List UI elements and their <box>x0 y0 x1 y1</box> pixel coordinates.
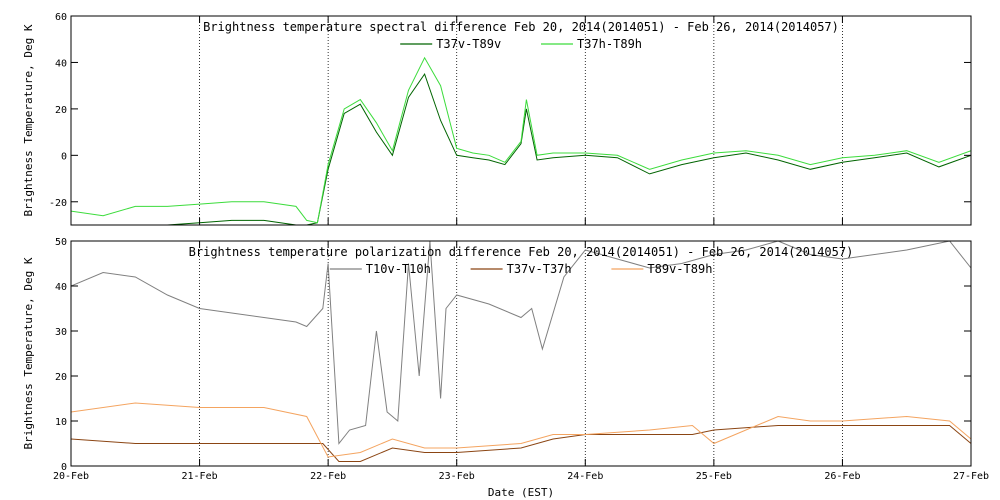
spectral-difference-panel: -20 0 20 40 60 Brightness temperature spectra… <box>22 12 972 226</box>
y-axis-label: Brightness Temperature, Deg K <box>22 24 35 216</box>
series-line-t10v-t10h <box>71 241 971 445</box>
x-tick-label: 20-Feb <box>53 471 89 482</box>
x-tick-label: 24-Feb <box>567 471 603 482</box>
legend-label: T89v-T89h <box>647 262 712 276</box>
series-line-t37h-t89h <box>71 56 971 224</box>
series-line-t89v-t89h <box>71 402 971 458</box>
x-tick-label: 25-Feb <box>696 471 732 482</box>
y-tick-label: 0 <box>61 462 67 473</box>
y-tick-label: 60 <box>55 12 67 23</box>
y-tick-label: -20 <box>49 198 67 209</box>
polarization-difference-panel: 0 10 20 30 40 50 20-Feb 21-Feb 22-Feb 23-Feb 24-Fe… <box>22 237 989 499</box>
legend-label: T10v-T10h <box>366 262 431 276</box>
y-axis-label: Brightness Temperature, Deg K <box>22 257 35 449</box>
legend-label: T37h-T89h <box>577 37 642 51</box>
x-tick-label: 22-Feb <box>310 471 346 482</box>
y-tick-label: 0 <box>61 151 67 162</box>
y-tick-label: 10 <box>55 417 67 428</box>
series-line-t37v-t89v <box>160 73 971 225</box>
legend-label: T37v-T89v <box>436 37 501 51</box>
series-line-t37v-t37h <box>71 425 971 462</box>
y-tick-label: 40 <box>55 58 67 69</box>
plot-title: Brightness temperature spectral differen… <box>203 20 839 34</box>
y-tick-label: 20 <box>55 372 67 383</box>
plot-title: Brightness temperature polarization diff… <box>189 245 854 259</box>
x-tick-label: 26-Feb <box>824 471 860 482</box>
y-tick-label: 30 <box>55 327 67 338</box>
y-tick-label: 50 <box>55 237 67 248</box>
legend-label: T37v-T37h <box>507 262 572 276</box>
x-tick-label: 23-Feb <box>439 471 475 482</box>
y-tick-label: 20 <box>55 105 67 116</box>
y-tick-label: 40 <box>55 282 67 293</box>
x-tick-label: 21-Feb <box>182 471 218 482</box>
x-tick-label: 27-Feb <box>953 471 989 482</box>
plot-frame <box>70 240 972 467</box>
x-axis-label: Date (EST) <box>488 486 554 499</box>
plot-frame <box>70 15 972 226</box>
